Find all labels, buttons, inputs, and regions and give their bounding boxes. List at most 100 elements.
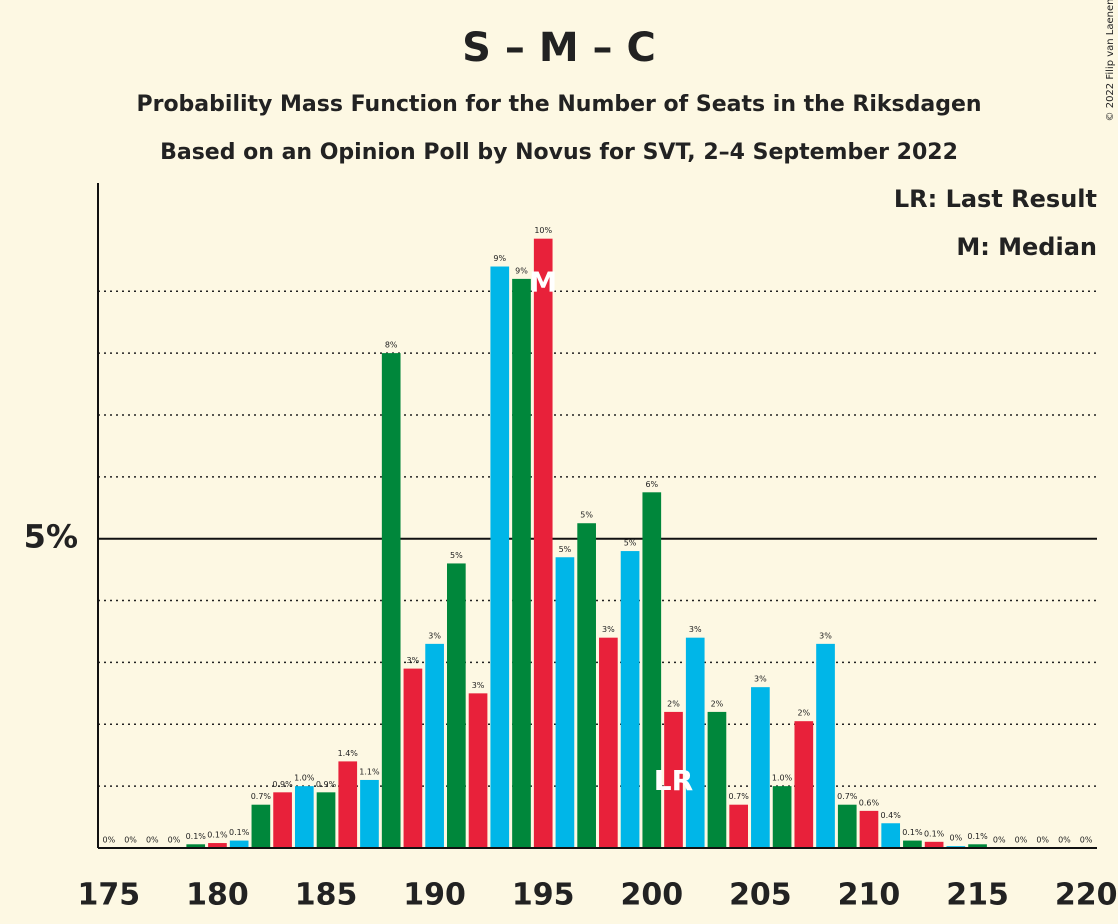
- value-label: 0.4%: [881, 811, 902, 820]
- bar: [425, 643, 444, 848]
- x-tick-label: 205: [729, 878, 792, 913]
- value-label: 3%: [472, 681, 485, 690]
- bar: [468, 693, 488, 848]
- bar: [729, 804, 749, 848]
- value-label: 3%: [602, 625, 615, 634]
- value-label: 1.0%: [294, 774, 315, 783]
- bar: [512, 278, 531, 848]
- bar: [403, 668, 423, 848]
- bar: [381, 353, 401, 848]
- value-label: 0.7%: [837, 792, 858, 801]
- value-label: 0%: [1036, 836, 1049, 845]
- value-label: 1.4%: [338, 749, 359, 758]
- bar: [751, 687, 770, 848]
- value-label: 5%: [559, 545, 572, 554]
- bar: [881, 823, 901, 848]
- bar: [338, 761, 358, 848]
- value-label: 0%: [124, 836, 137, 845]
- bar: [273, 792, 292, 848]
- bar: [555, 557, 575, 848]
- value-label: 3%: [407, 656, 420, 665]
- value-label: 0%: [146, 836, 159, 845]
- value-label: 0.1%: [207, 831, 228, 840]
- value-label: 5%: [450, 551, 463, 560]
- value-label: 5%: [624, 539, 637, 548]
- bar: [859, 810, 879, 848]
- value-label: 10%: [534, 226, 552, 235]
- legend-entry: LR: Last Result: [894, 185, 1097, 213]
- value-label: 3%: [428, 631, 441, 640]
- value-label: 1.0%: [772, 774, 793, 783]
- bar: [186, 844, 206, 848]
- bar: [794, 721, 814, 848]
- annotation: LR: [654, 764, 693, 797]
- x-tick-label: 195: [512, 878, 575, 913]
- value-label: 2%: [711, 699, 724, 708]
- bar: [490, 266, 510, 849]
- value-label: 0.7%: [728, 792, 749, 801]
- value-label: 6%: [645, 480, 658, 489]
- bar: [360, 779, 379, 848]
- bar: [816, 643, 835, 848]
- x-tick-label: 220: [1055, 878, 1118, 913]
- value-label: 5%: [580, 511, 593, 520]
- subtitle: Probability Mass Function for the Number…: [136, 92, 981, 117]
- bar: [294, 786, 314, 848]
- value-label: 2%: [797, 709, 810, 718]
- bar: [924, 841, 944, 848]
- bar: [208, 843, 227, 848]
- copyright: © 2022 Filip van Laenen: [1105, 0, 1116, 121]
- bar: [685, 637, 705, 848]
- subtitle: Based on an Opinion Poll by Novus for SV…: [160, 140, 958, 165]
- value-label: 0.7%: [251, 792, 272, 801]
- value-label: 0%: [993, 836, 1006, 845]
- value-label: 0.9%: [316, 780, 337, 789]
- bar: [533, 238, 553, 848]
- value-label: 0%: [1015, 836, 1028, 845]
- value-label: 0%: [1080, 836, 1093, 845]
- value-label: 0.1%: [924, 829, 945, 838]
- value-label: 0.1%: [967, 832, 988, 841]
- bar: [642, 492, 662, 848]
- value-label: 1.1%: [359, 767, 380, 776]
- bar: [599, 637, 618, 848]
- bar: [664, 711, 683, 848]
- value-label: 0%: [168, 836, 181, 845]
- value-label: 0%: [1058, 836, 1071, 845]
- x-tick-label: 215: [946, 878, 1009, 913]
- value-label: 2%: [667, 699, 680, 708]
- bar: [251, 804, 271, 848]
- bar: [446, 563, 466, 848]
- bar: [707, 711, 727, 848]
- bar: [903, 840, 922, 848]
- legend-entry: M: Median: [956, 233, 1097, 261]
- x-tick-label: 190: [403, 878, 466, 913]
- value-label: 3%: [819, 631, 832, 640]
- x-tick-label: 210: [838, 878, 901, 913]
- value-label: 0.1%: [902, 828, 923, 837]
- bar: [772, 786, 792, 848]
- value-label: 9%: [515, 266, 528, 275]
- value-label: 0%: [103, 836, 116, 845]
- bar: [620, 551, 640, 848]
- x-tick-label: 185: [295, 878, 358, 913]
- value-label: 0.1%: [229, 828, 250, 837]
- value-label: 0.6%: [859, 798, 880, 807]
- annotation: M: [529, 266, 557, 299]
- value-label: 8%: [385, 341, 398, 350]
- x-tick-label: 200: [620, 878, 683, 913]
- value-label: 3%: [754, 675, 767, 684]
- x-tick-label: 180: [186, 878, 249, 913]
- chart-title: S – M – C: [462, 25, 656, 71]
- x-tick-label: 175: [78, 878, 141, 913]
- value-label: 3%: [689, 625, 702, 634]
- value-label: 0.9%: [272, 780, 293, 789]
- bar: [577, 523, 596, 848]
- y-tick-label: 5%: [24, 518, 78, 556]
- bar: [316, 792, 336, 848]
- value-label: 0.1%: [186, 832, 207, 841]
- bar: [229, 840, 249, 848]
- value-label: 9%: [493, 254, 506, 263]
- value-label: 0%: [949, 834, 962, 843]
